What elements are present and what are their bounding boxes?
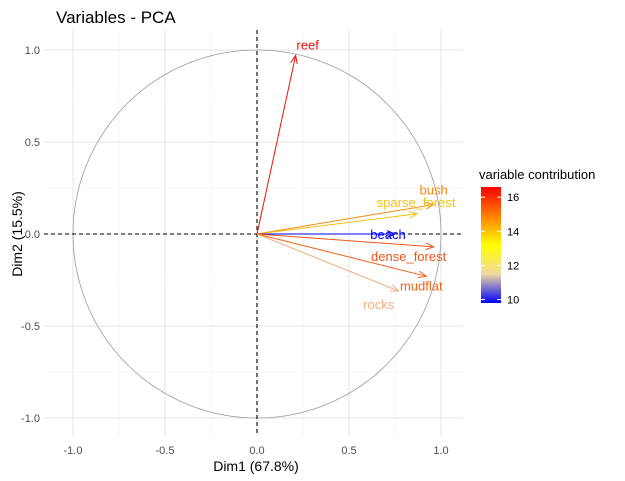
y-axis-ticks: -1.0 -0.5 0.0 0.5 1.0	[21, 45, 40, 425]
legend-tick-label: 10	[507, 295, 519, 307]
legend-colorbar	[481, 187, 501, 303]
y-tick-label: 1.0	[25, 45, 40, 57]
x-tick-label: 0.0	[249, 445, 264, 457]
arrowhead-bush	[425, 202, 435, 210]
label-reef: reef	[296, 38, 319, 53]
label-dense_forest: dense_forest	[371, 249, 447, 264]
chart-title: Variables - PCA	[56, 8, 176, 27]
arrow-rocks	[256, 233, 399, 292]
arrowhead-sparse_forest	[408, 210, 419, 219]
arrowhead-reef	[290, 54, 298, 65]
y-tick-label: 0.5	[25, 137, 40, 149]
arrowhead-dense_forest	[425, 242, 435, 251]
arrow-sparse_forest	[256, 213, 418, 235]
legend-tick-label: 16	[507, 192, 519, 204]
y-tick-label: -1.0	[21, 413, 40, 425]
arrowhead-rocks	[389, 284, 400, 292]
legend-tick-label: 14	[507, 226, 519, 238]
legend-title: variable contribution	[479, 167, 595, 182]
x-axis-ticks: -1.0 -0.5 0.0 0.5 1.0	[64, 445, 449, 457]
arrow-reef	[256, 55, 297, 235]
arrow-dense_forest	[256, 233, 434, 248]
y-tick-label: 0.0	[25, 229, 40, 241]
y-tick-label: -0.5	[21, 321, 40, 333]
arrowhead-beach	[386, 230, 397, 238]
x-tick-label: -0.5	[156, 445, 175, 457]
x-tick-label: 0.5	[341, 445, 356, 457]
x-tick-label: 1.0	[433, 445, 448, 457]
legend: variable contribution 10 12 14 16	[479, 167, 595, 307]
label-mudflat: mudflat	[400, 278, 443, 293]
legend-ticks: 10 12 14 16	[481, 192, 519, 307]
x-tick-label: -1.0	[64, 445, 83, 457]
legend-tick-label: 12	[507, 260, 519, 272]
label-beach: beach	[370, 227, 405, 242]
y-axis-label: Dim2 (15.5%)	[9, 191, 25, 277]
label-bush: bush	[420, 183, 448, 198]
x-axis-label: Dim1 (67.8%)	[213, 458, 299, 474]
arrowhead-mudflat	[417, 270, 428, 279]
label-rocks: rocks	[363, 297, 395, 312]
variable-arrows	[256, 54, 435, 292]
arrow-bush	[256, 204, 434, 235]
arrow-mudflat	[256, 233, 427, 277]
label-sparse_forest: sparse_forest	[377, 195, 456, 210]
